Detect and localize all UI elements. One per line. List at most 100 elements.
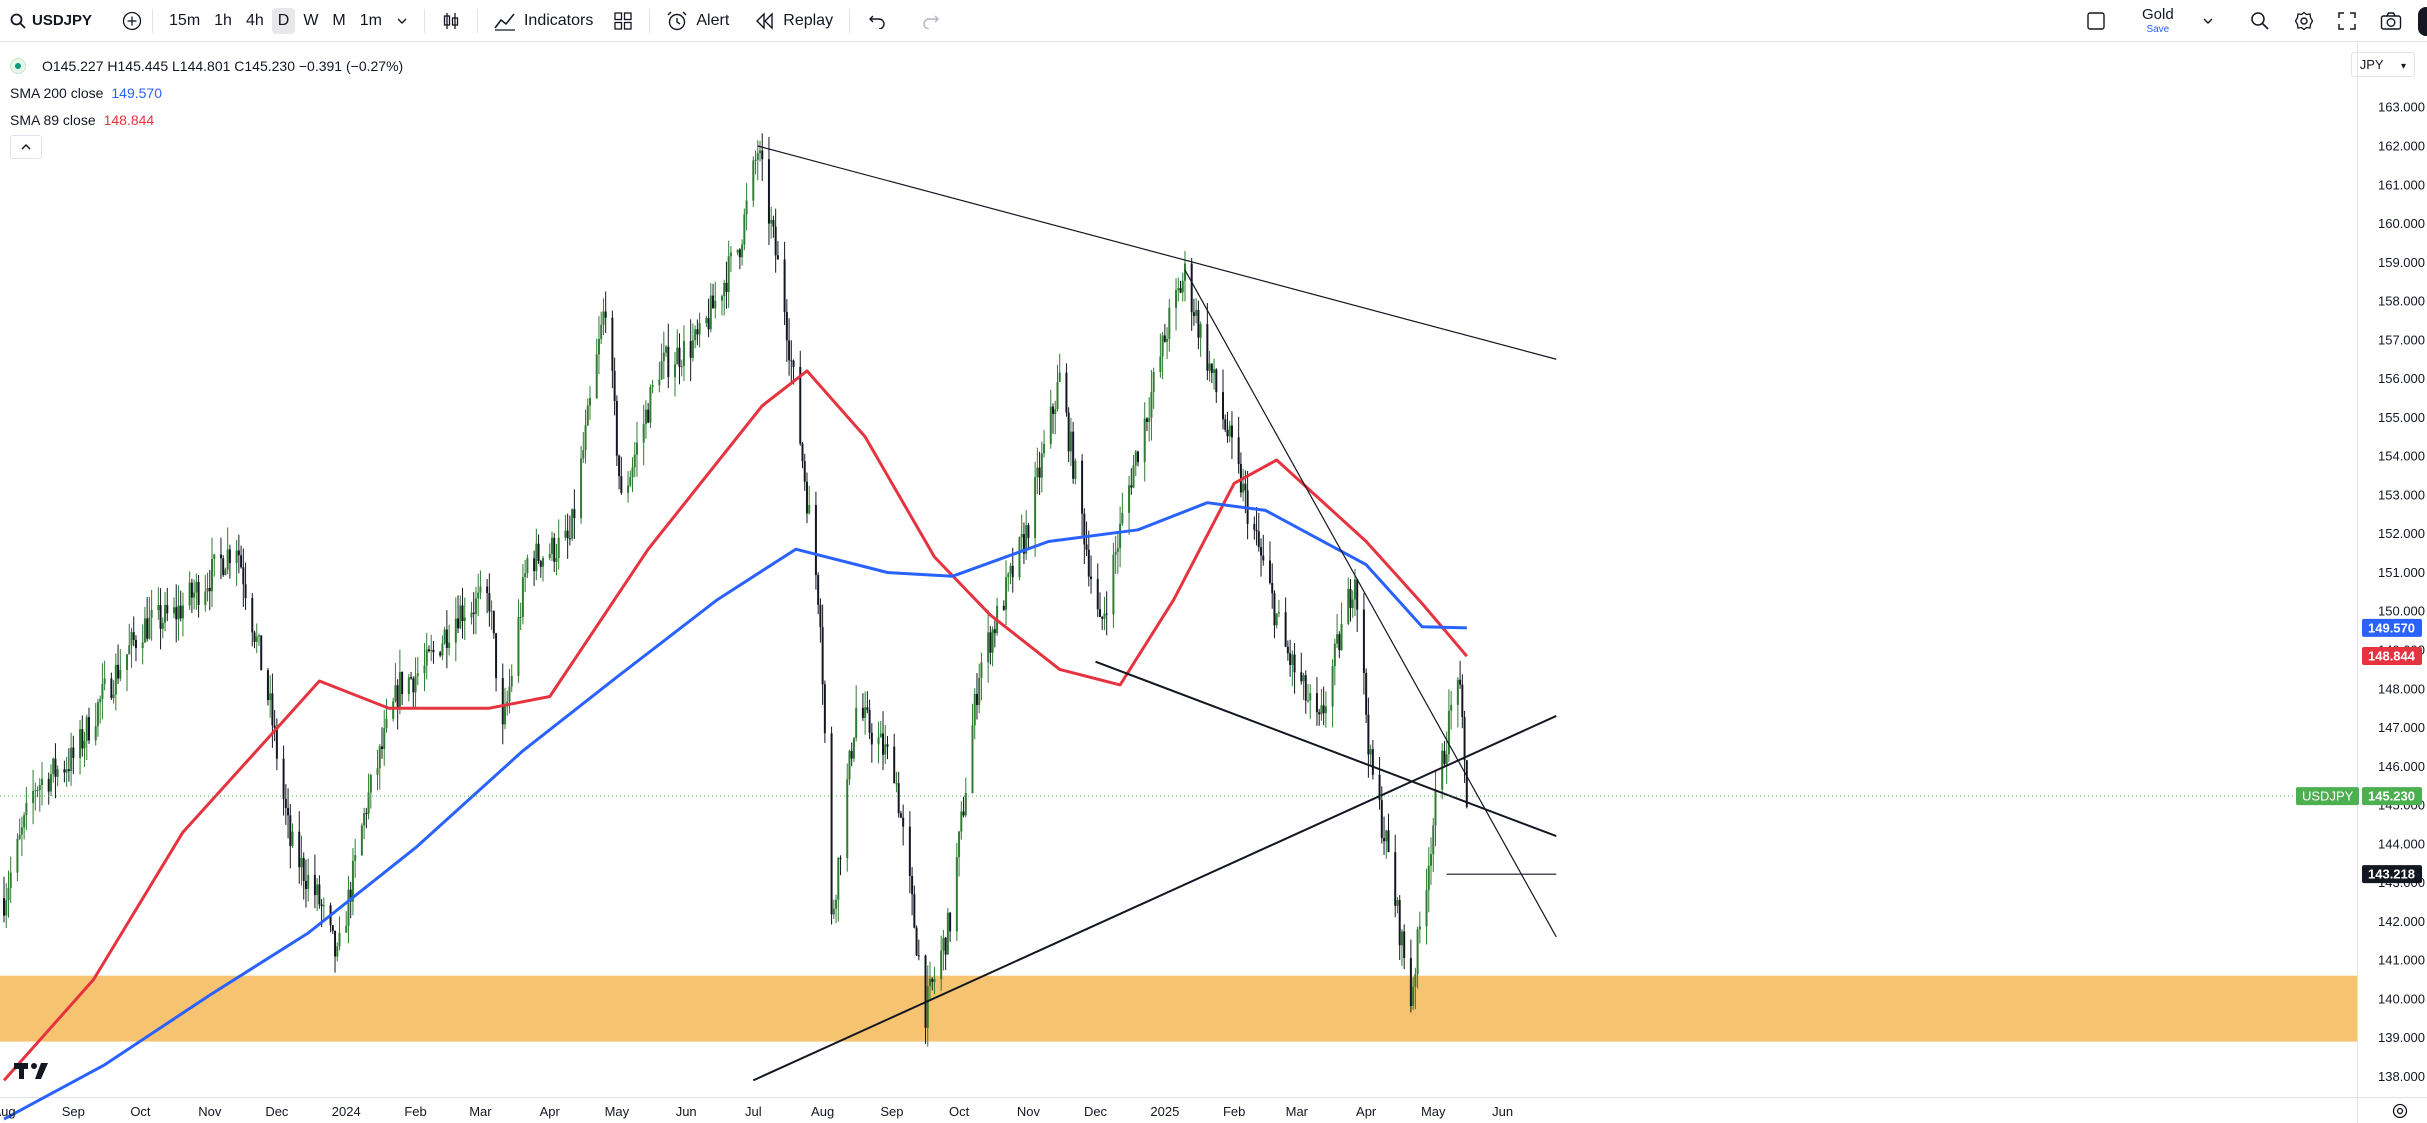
sma200-label: SMA 200 close: [10, 84, 104, 101]
candle-up: [376, 768, 379, 775]
fullscreen-icon[interactable]: [2332, 8, 2362, 34]
candle-up: [407, 677, 410, 695]
candle-down: [1443, 750, 1446, 765]
sma200-legend[interactable]: SMA 200 close 149.570: [10, 79, 403, 106]
candle-up: [351, 860, 354, 902]
candle-up: [1069, 431, 1072, 452]
indicators-label: Indicators: [523, 11, 594, 29]
candle-up: [414, 676, 417, 693]
candle-down: [159, 605, 162, 629]
candle-up: [130, 632, 133, 646]
candle-up: [658, 379, 661, 386]
candle-down: [331, 925, 334, 931]
candle-up: [101, 683, 104, 699]
undo-button[interactable]: [860, 0, 892, 46]
candle-down: [47, 778, 50, 792]
compare-button[interactable]: [122, 0, 142, 42]
candle-up: [720, 296, 723, 301]
candle-up: [852, 737, 855, 759]
price-tick-label: 156.000: [2378, 371, 2425, 386]
candle-up: [571, 509, 574, 539]
time-tick-label: 2025: [1150, 1104, 1179, 1119]
candle-down: [349, 889, 352, 902]
time-tick-label: Apr: [540, 1104, 561, 1119]
candle-down: [1087, 549, 1090, 577]
horizontal-level-tag-bg: [2362, 865, 2422, 884]
quick-search-icon[interactable]: [2244, 7, 2276, 35]
candle-down: [1262, 555, 1265, 561]
candle-up: [1309, 693, 1312, 701]
candle-down: [486, 586, 489, 594]
axis-settings-icon[interactable]: [2392, 1103, 2408, 1119]
candle-up: [973, 693, 976, 726]
interval-w[interactable]: W: [303, 11, 319, 29]
candle-up: [642, 424, 645, 443]
interval-d[interactable]: D: [271, 7, 296, 34]
candle-up: [595, 354, 598, 399]
candle-down: [611, 317, 614, 371]
candle-up: [1036, 467, 1039, 478]
candle-up: [846, 779, 849, 859]
candle-up: [1121, 512, 1124, 524]
candle-up: [978, 677, 981, 706]
layout-name: Gold: [2142, 6, 2174, 23]
candle-down: [1224, 419, 1227, 430]
time-tick-label: Dec: [265, 1104, 289, 1119]
candle-up: [378, 746, 381, 769]
chart-type-button[interactable]: [435, 0, 467, 46]
tradingview-logo-icon: [14, 1063, 48, 1079]
candle-down: [1380, 800, 1383, 839]
ohlc-values: O145.227 H145.445 L144.801 C145.230 −0.3…: [42, 57, 404, 74]
symbol-search[interactable]: USDJPY: [0, 0, 92, 42]
interval-4h[interactable]: 4h: [245, 11, 264, 29]
camera-icon[interactable]: [2374, 7, 2408, 35]
candle-down: [1463, 717, 1466, 761]
interval-1m[interactable]: 1m: [359, 11, 382, 29]
sma200-tag-value: 149.570: [2368, 620, 2415, 635]
candle-down: [776, 255, 779, 260]
redo-button[interactable]: [916, 0, 948, 46]
indicators-button[interactable]: Indicators: [488, 0, 599, 46]
candle-down: [1378, 774, 1381, 801]
sma89-legend[interactable]: SMA 89 close 148.844: [10, 106, 403, 133]
legend-collapse-button[interactable]: [10, 134, 42, 159]
candle-down: [266, 670, 269, 701]
candle-up: [584, 425, 587, 451]
candle-down: [1237, 437, 1240, 464]
currency-selector[interactable]: JPY ▾: [2350, 52, 2415, 77]
templates-button[interactable]: [607, 0, 639, 46]
candle-up: [1353, 579, 1356, 600]
market-status-icon[interactable]: [10, 57, 26, 74]
candle-down: [1011, 565, 1014, 578]
chevron-down-icon[interactable]: [390, 11, 414, 31]
candle-down: [944, 937, 947, 955]
time-tick-label: 2024: [332, 1104, 361, 1119]
candle-up: [555, 558, 558, 562]
settings-gear-icon[interactable]: [2288, 7, 2320, 35]
price-tick-label: 142.000: [2378, 914, 2425, 929]
replay-button[interactable]: Replay: [749, 0, 839, 46]
candle-up: [20, 827, 23, 835]
interval-1h[interactable]: 1h: [214, 11, 232, 29]
publish-button[interactable]: Pu: [2417, 6, 2427, 36]
candle-up: [933, 979, 936, 983]
candle-up: [128, 645, 131, 655]
layout-save-button[interactable]: Gold Save: [2142, 7, 2174, 35]
candle-up: [1199, 324, 1202, 338]
candle-down: [868, 709, 871, 733]
price-tick-label: 144.000: [2378, 836, 2425, 851]
candle-down: [1085, 544, 1088, 550]
candle-down: [495, 633, 498, 679]
chevron-down-icon[interactable]: [2196, 11, 2220, 31]
alert-button[interactable]: Alert: [660, 0, 735, 46]
interval-m[interactable]: M: [332, 11, 346, 29]
candle-down: [1197, 309, 1200, 338]
candle-up: [1432, 825, 1435, 855]
candle-down: [1371, 749, 1374, 775]
candle-up: [698, 322, 701, 335]
candle-down: [242, 567, 245, 585]
candle-up: [1450, 704, 1453, 711]
layout-toggle-icon[interactable]: [2080, 7, 2112, 35]
interval-15m[interactable]: 15m: [169, 11, 201, 29]
